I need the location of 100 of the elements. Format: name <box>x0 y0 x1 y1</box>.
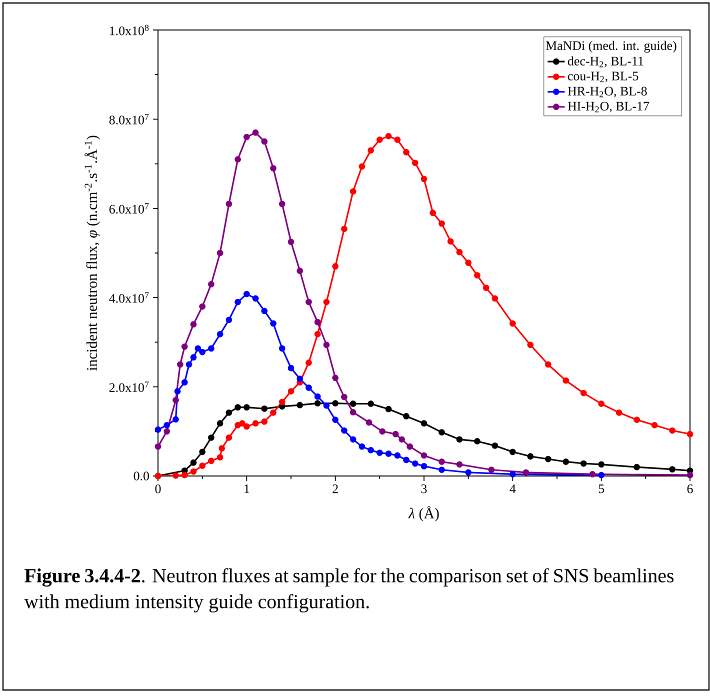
point <box>208 281 214 288</box>
point <box>190 321 197 328</box>
point <box>234 156 241 163</box>
point <box>243 290 250 298</box>
point <box>181 343 188 350</box>
point <box>420 452 428 459</box>
point <box>208 345 214 352</box>
point <box>341 226 348 232</box>
point <box>368 400 374 407</box>
point <box>398 436 406 443</box>
point <box>580 460 587 467</box>
point <box>376 136 383 143</box>
point <box>234 298 241 306</box>
legend-label: HI-H$_{2}$O, BL-17 <box>568 102 650 112</box>
point <box>216 250 224 256</box>
point <box>199 448 206 456</box>
point <box>296 376 304 382</box>
point <box>154 443 162 450</box>
point <box>243 404 250 411</box>
point <box>474 438 480 444</box>
point <box>394 452 401 459</box>
point <box>243 423 250 430</box>
point <box>239 420 246 427</box>
point <box>226 434 232 441</box>
point <box>392 430 399 438</box>
point <box>527 342 534 348</box>
point <box>154 426 162 433</box>
point <box>358 443 366 450</box>
point <box>216 420 224 427</box>
point <box>589 471 596 478</box>
point <box>350 400 356 407</box>
point <box>420 176 428 182</box>
point <box>562 377 570 384</box>
point <box>366 419 372 426</box>
point <box>288 388 294 394</box>
point <box>208 434 214 441</box>
point <box>385 406 392 412</box>
point <box>509 448 516 456</box>
point <box>261 138 268 145</box>
text: incident neutron flux, φ (n.cm$^{-2}$.s$^{-1}$.Å$^{-1}$) <box>84 136 100 371</box>
point <box>252 420 259 427</box>
legend-label: dec-H$_{2}$, BL-11 <box>568 56 644 68</box>
point <box>288 238 294 246</box>
point <box>394 136 401 143</box>
point <box>296 402 304 408</box>
point <box>447 238 454 245</box>
point <box>488 466 495 473</box>
point <box>218 445 226 452</box>
point <box>252 129 259 136</box>
point <box>430 210 436 216</box>
point <box>306 360 312 366</box>
point <box>181 472 188 478</box>
point <box>164 422 170 428</box>
point <box>403 149 410 156</box>
y-tick-label: 8.0x10$^{7}$ <box>109 114 149 124</box>
x-tick-label: 4 <box>510 484 516 494</box>
point <box>465 260 472 266</box>
point <box>406 443 414 450</box>
point <box>580 390 587 396</box>
point <box>243 134 250 140</box>
point <box>164 428 170 435</box>
y-tick-label: 4.0x10$^{7}$ <box>109 292 149 303</box>
x-tick-label: 2 <box>332 484 338 494</box>
y-tick-label: 1.0x10$^{8}$ <box>110 24 149 36</box>
legend-label: cou-H$_{2}$, BL-5 <box>568 72 638 82</box>
point <box>278 398 286 406</box>
point <box>332 374 339 382</box>
point <box>420 420 428 427</box>
point <box>261 418 268 425</box>
x-tick-label: 6 <box>687 484 693 494</box>
point <box>296 268 304 274</box>
point <box>350 409 356 416</box>
point <box>420 462 428 470</box>
point <box>522 469 530 476</box>
point <box>598 461 605 468</box>
point <box>323 342 330 348</box>
point <box>306 384 312 391</box>
point <box>216 454 224 460</box>
point <box>332 416 339 423</box>
point <box>412 160 418 166</box>
point <box>208 458 214 464</box>
point <box>190 354 197 361</box>
point <box>199 348 206 356</box>
point <box>634 416 640 423</box>
point <box>172 416 179 423</box>
point <box>306 298 312 306</box>
point <box>252 295 259 302</box>
point <box>341 427 348 434</box>
point <box>261 308 268 314</box>
x-tick-label: 1 <box>244 484 250 494</box>
point <box>686 472 694 478</box>
x-tick-label: 5 <box>598 484 604 494</box>
point <box>181 379 188 386</box>
point <box>323 298 330 306</box>
point <box>186 361 192 368</box>
point <box>270 320 276 327</box>
point <box>438 458 445 465</box>
point <box>616 409 622 416</box>
point <box>332 400 339 406</box>
point <box>199 303 206 310</box>
